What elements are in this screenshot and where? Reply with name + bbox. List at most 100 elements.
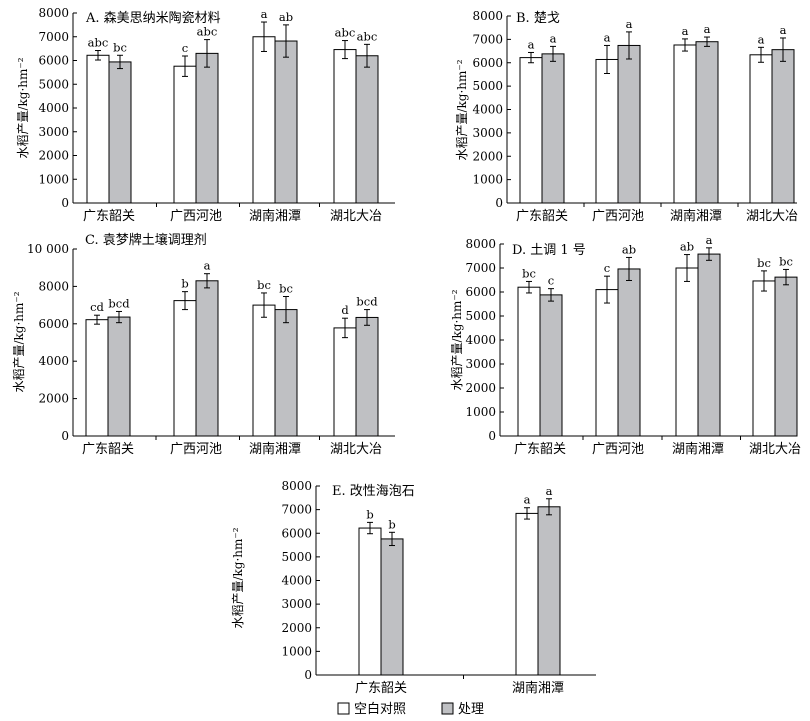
y-tick-label: 5000 — [281, 550, 312, 564]
y-axis-label: 水稻产量/kg·hm⁻² — [450, 289, 464, 390]
bar-treatment — [774, 276, 798, 437]
bar-control — [333, 327, 357, 437]
y-tick-label: 5000 — [465, 309, 496, 323]
x-category-label: 湖南湘潭 — [512, 680, 564, 696]
bar-control — [85, 319, 109, 437]
legend-swatch — [441, 702, 454, 715]
chart-title: C. 袁梦牌土壤调理剂 — [85, 232, 207, 248]
significance-label: a — [626, 17, 633, 31]
x-category-label: 湖北大冶 — [330, 209, 382, 224]
bar-treatment — [617, 268, 641, 437]
legend: 空白对照 处理 — [337, 701, 484, 717]
significance-label: bcd — [108, 296, 130, 310]
bar-treatment — [195, 280, 219, 437]
significance-label: b — [388, 517, 395, 531]
x-category-label: 广西河池 — [170, 209, 222, 224]
y-tick-label: 10 000 — [27, 242, 69, 256]
y-tick-label: 0 — [488, 429, 496, 443]
bar-control — [333, 49, 357, 204]
y-tick-label: 6000 — [465, 285, 496, 299]
chart-title: D. 土调 1 号 — [512, 243, 586, 258]
y-tick-label: 8000 — [465, 237, 496, 251]
y-tick-label: 1000 — [281, 644, 312, 658]
chart-title: E. 改性海泡石 — [332, 484, 415, 499]
bar-control — [252, 36, 276, 204]
bar-treatment — [274, 309, 298, 437]
significance-label: bc — [113, 40, 127, 54]
significance-label: a — [780, 23, 787, 37]
y-tick-label: 2000 — [465, 381, 496, 395]
y-tick-label: 8000 — [472, 9, 503, 23]
significance-label: bc — [522, 266, 536, 280]
y-tick-label: 2000 — [38, 392, 69, 406]
significance-label: a — [758, 32, 765, 46]
bar-treatment — [108, 61, 132, 204]
chart-title: A. 森美思纳米陶瓷材料 — [85, 10, 221, 26]
bar-treatment — [771, 49, 795, 204]
x-category-label: 湖北大冶 — [330, 442, 382, 457]
bar-control — [519, 57, 543, 204]
bar-treatment — [274, 40, 298, 204]
x-category-label: 广西河池 — [592, 209, 644, 224]
bar-control — [673, 44, 697, 204]
bar-control — [595, 289, 619, 437]
y-tick-label: 7000 — [281, 503, 312, 517]
significance-label: a — [204, 259, 211, 273]
y-tick-label: 1000 — [38, 172, 69, 186]
y-tick-label: 4000 — [472, 103, 503, 117]
significance-label: abc — [357, 29, 378, 43]
bar-treatment — [195, 52, 219, 204]
bar-treatment — [617, 44, 641, 204]
y-axis-label: 水稻产量/kg·hm⁻² — [455, 59, 469, 160]
y-tick-label: 6000 — [472, 56, 503, 70]
bar-treatment — [355, 55, 379, 204]
significance-label: bc — [279, 281, 293, 295]
y-tick-label: 1000 — [472, 173, 503, 187]
y-tick-label: 4000 — [38, 101, 69, 115]
bar-control — [252, 304, 276, 437]
significance-label: abc — [197, 25, 218, 39]
bar-control — [358, 527, 382, 676]
y-tick-label: 2000 — [38, 149, 69, 163]
legend-label: 处理 — [458, 702, 484, 717]
chart-panel-4: 010002000300040005000600070008000bcc广东韶关… — [450, 233, 801, 457]
significance-label: d — [341, 303, 349, 317]
significance-label: cd — [90, 300, 104, 314]
bar-treatment — [541, 53, 565, 204]
significance-label: a — [706, 233, 713, 247]
bar-control — [752, 280, 776, 437]
significance-label: c — [604, 261, 610, 275]
significance-label: ab — [680, 240, 694, 254]
x-category-label: 湖南湘潭 — [249, 441, 301, 457]
significance-label: a — [261, 7, 268, 21]
x-category-label: 湖南湘潭 — [672, 441, 724, 457]
y-tick-label: 7000 — [465, 261, 496, 275]
y-tick-label: 6000 — [38, 54, 69, 68]
chart-panel-5: 0 1000 2000 3000 4000 5000 6000 7000 8000 b b 广东韶关 a… — [231, 479, 596, 696]
bar-treatment — [697, 253, 721, 437]
bar-control — [749, 54, 773, 204]
bar-treatment — [695, 41, 719, 204]
bar-control — [173, 300, 197, 437]
significance-label: abc — [335, 26, 356, 40]
significance-label: bcd — [356, 295, 378, 309]
y-tick-label: 1000 — [465, 405, 496, 419]
y-tick-label: 5000 — [472, 79, 503, 93]
significance-label: bc — [257, 278, 271, 292]
significance-label: a — [704, 22, 711, 36]
x-category-label: 广东韶关 — [355, 680, 407, 696]
bar-control — [173, 65, 197, 204]
x-category-label: 广东韶关 — [514, 441, 566, 457]
y-tick-label: 8000 — [38, 279, 69, 293]
y-axis-label: 水稻产量/kg·hm⁻² — [16, 57, 30, 158]
bar-treatment — [355, 316, 379, 437]
significance-label: a — [546, 484, 553, 498]
bar-control — [86, 54, 110, 204]
y-tick-label: 2000 — [281, 621, 312, 635]
bar-control — [675, 267, 699, 437]
significance-label: a — [528, 37, 535, 51]
significance-label: b — [181, 277, 188, 291]
